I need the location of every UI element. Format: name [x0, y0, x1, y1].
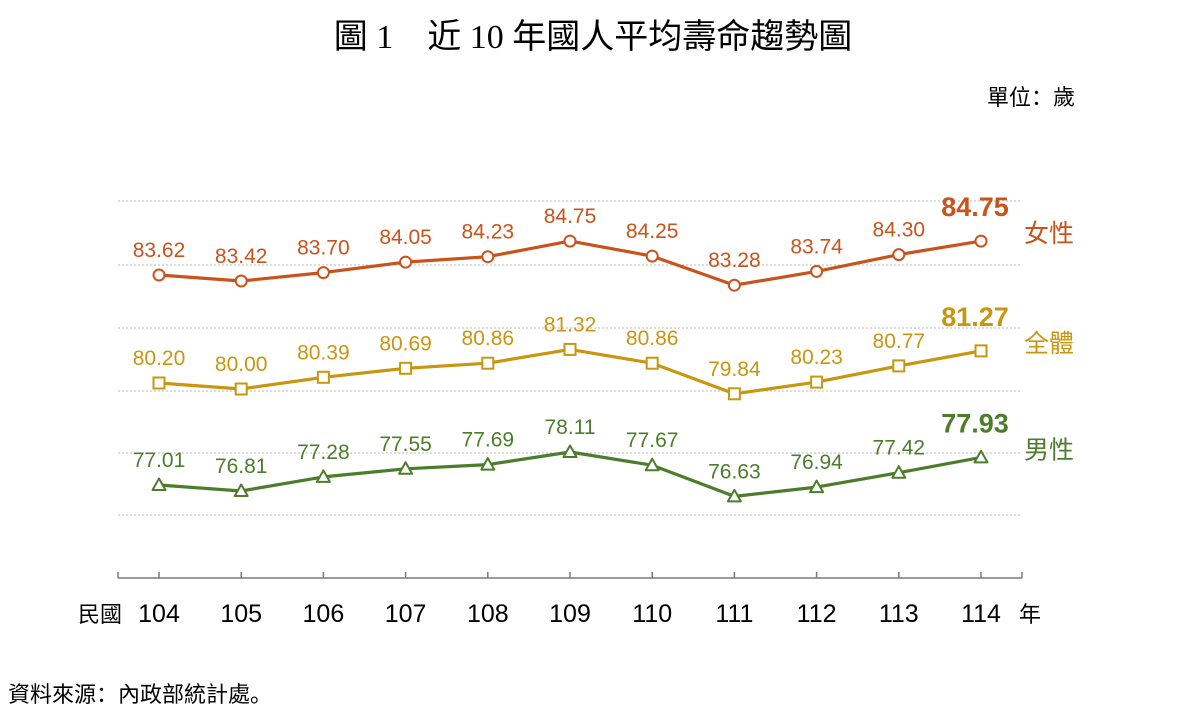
data-label: 76.94: [790, 451, 843, 474]
data-label: 80.20: [133, 347, 186, 370]
data-label: 77.01: [133, 449, 186, 472]
data-point: [645, 249, 659, 263]
x-tick-label: 108: [467, 600, 509, 628]
data-label: 79.84: [708, 358, 761, 381]
data-label: 84.23: [462, 221, 515, 244]
data-label: 76.81: [215, 455, 268, 478]
data-label: 77.93: [941, 408, 1009, 438]
data-label: 83.70: [297, 237, 350, 260]
data-point: [563, 342, 577, 356]
data-point: [233, 483, 249, 497]
series-3: 77.01 76.81 77.28 77.55 77.69 78.11 77.67 76.63…: [133, 408, 1074, 503]
data-label: 84.25: [626, 220, 679, 243]
series-line: [158, 239, 982, 287]
x-tick-label: 107: [385, 600, 427, 628]
data-point: [152, 268, 166, 282]
series-1: 83.62 83.42 83.70 84.05 84.23 84.75 84.25 83.28…: [133, 192, 1074, 292]
data-label: 83.62: [133, 239, 186, 262]
data-label: 80.77: [873, 330, 926, 353]
chart-title: 圖 1 近 10 年國人平均壽命趨勢圖: [334, 18, 853, 56]
x-tick-label: 113: [879, 600, 919, 628]
data-label: 77.28: [297, 441, 350, 464]
series-name-label: 全體: [1024, 330, 1074, 358]
x-tick-label: 109: [549, 600, 591, 628]
data-label: 80.39: [297, 341, 350, 364]
data-point: [892, 248, 906, 262]
data-label: 84.75: [544, 205, 597, 228]
data-point: [399, 361, 413, 375]
data-label: 80.86: [626, 327, 679, 350]
data-point: [234, 274, 248, 288]
x-tick-label: 105: [220, 600, 262, 628]
data-point: [727, 278, 741, 292]
data-point: [234, 382, 248, 396]
data-point: [398, 461, 414, 475]
data-point: [151, 477, 167, 491]
data-point: [480, 457, 496, 471]
data-label: 76.63: [708, 460, 761, 483]
data-point: [726, 488, 742, 503]
unit-label: 單位：歲: [987, 85, 1075, 110]
data-point: [562, 444, 578, 458]
data-point: [644, 457, 660, 472]
x-axis: 104 105 106 107 108 109 110 111 112 113 114: [117, 572, 1023, 628]
data-label: 84.05: [379, 226, 432, 249]
x-tick-label: 110: [632, 600, 672, 628]
data-label: 83.42: [215, 245, 268, 268]
source-note: 資料來源：內政部統計處。: [8, 682, 272, 707]
data-label: 77.69: [462, 429, 515, 452]
series-name-label: 女性: [1024, 220, 1074, 248]
data-point: [481, 250, 495, 264]
data-label: 77.67: [626, 429, 679, 452]
data-label: 84.30: [873, 219, 926, 242]
x-axis-suffix-label: 年: [1019, 602, 1041, 627]
x-tick-label: 106: [303, 600, 345, 628]
data-point: [316, 370, 330, 384]
data-point: [809, 479, 825, 494]
x-tick-label: 112: [797, 600, 837, 628]
data-point: [727, 387, 741, 401]
data-label: 81.27: [941, 302, 1009, 332]
data-point: [563, 234, 577, 248]
data-point: [810, 264, 824, 278]
x-tick-label: 104: [138, 600, 180, 628]
data-point: [481, 356, 495, 370]
x-tick-label: 111: [715, 600, 753, 628]
data-label: 78.11: [545, 416, 596, 439]
gridlines: [118, 200, 1022, 516]
data-label: 80.00: [215, 353, 268, 376]
data-label: 84.75: [941, 192, 1009, 222]
data-label: 80.86: [462, 327, 515, 350]
data-label: 81.32: [544, 313, 597, 336]
data-point: [891, 465, 907, 479]
data-label: 83.28: [708, 249, 761, 272]
data-point: [810, 375, 824, 389]
x-tick-label: 114: [961, 600, 1001, 628]
series-2: 80.20 80.00 80.39 80.69 80.86 81.32 80.86 79.84…: [133, 302, 1074, 401]
data-label: 80.23: [790, 346, 843, 369]
data-point: [152, 376, 166, 390]
data-point: [974, 234, 988, 248]
series-name-label: 男性: [1024, 436, 1074, 464]
data-point: [315, 469, 331, 483]
series-line: [158, 347, 982, 396]
data-point: [974, 344, 988, 358]
data-label: 77.42: [873, 437, 926, 460]
data-point: [316, 266, 330, 280]
data-label: 83.74: [790, 235, 843, 258]
series-group: 83.62 83.42 83.70 84.05 84.23 84.75 84.25 83.28…: [133, 192, 1074, 503]
series-line: [158, 450, 982, 498]
data-point: [973, 449, 989, 464]
data-label: 80.69: [379, 332, 432, 355]
data-point: [892, 359, 906, 373]
data-point: [645, 356, 659, 370]
data-point: [399, 255, 413, 269]
x-axis-prefix-label: 民國: [78, 602, 122, 627]
data-label: 77.55: [379, 433, 432, 456]
